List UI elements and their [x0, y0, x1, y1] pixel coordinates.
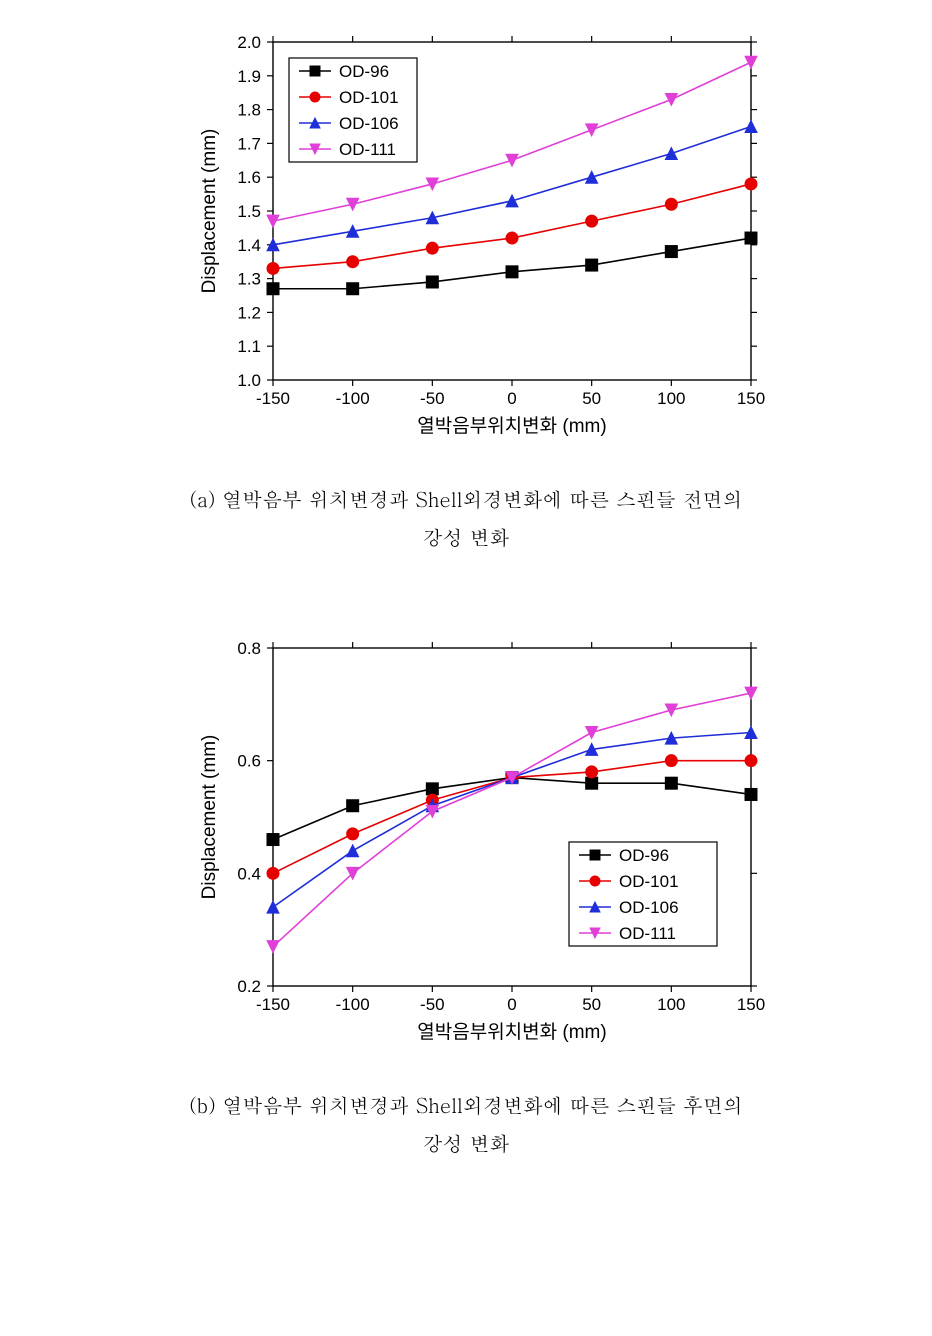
- y-tick-label: 1.6: [237, 168, 261, 187]
- figure-a: -150 -100 -50 0 50 100 150 1.0 1.1 1.2 1.3 1.4 1.5 1.…: [40, 20, 892, 556]
- y-tick-label: 1.1: [237, 337, 261, 356]
- x-tick-label: 50: [582, 995, 601, 1014]
- y-tick-label: 2.0: [237, 33, 261, 52]
- x-tick-label: 150: [737, 995, 765, 1014]
- caption-a: (a) 열박음부 위치변경과 Shell외경변화에 따른 스핀들 전면의강성 변…: [189, 480, 742, 556]
- x-tick-label: -50: [420, 389, 445, 408]
- x-tick-label: -100: [336, 995, 370, 1014]
- legend-label: OD-111: [339, 140, 396, 159]
- x-tick-label: 0: [507, 389, 516, 408]
- y-axis-title: Displacement (mm): [199, 129, 220, 294]
- y-tick-label: 1.5: [237, 202, 261, 221]
- x-tick-label: -100: [336, 389, 370, 408]
- legend-label: OD-111: [619, 924, 676, 943]
- legend-label: OD-96: [339, 62, 389, 81]
- series-line-OD-96: [273, 778, 751, 840]
- legend-label: OD-96: [619, 846, 669, 865]
- y-tick-label: 1.8: [237, 101, 261, 120]
- legend-label: OD-101: [339, 88, 399, 107]
- x-tick-label: 150: [737, 389, 765, 408]
- x-tick-label: 50: [582, 389, 601, 408]
- y-tick-label: 0.2: [237, 977, 261, 996]
- x-tick-label: 0: [507, 995, 516, 1014]
- y-tick-label: 1.4: [237, 236, 261, 255]
- x-axis-title: 열박음부위치변화 (mm): [417, 415, 606, 437]
- y-tick-label: 1.9: [237, 67, 261, 86]
- y-tick-label: 0.6: [237, 752, 261, 771]
- legend-label: OD-101: [619, 872, 679, 891]
- y-tick-label: 0.4: [237, 864, 261, 883]
- legend-label: OD-106: [619, 898, 679, 917]
- figure-b: -150 -100 -50 0 50 100 150 0.2 0.4 0.6 0.8 열박음부위치변화…: [40, 626, 892, 1162]
- y-axis-title: Displacement (mm): [199, 735, 220, 900]
- legend-label: OD-106: [339, 114, 399, 133]
- x-tick-label: 100: [657, 995, 685, 1014]
- chart-a-container: -150 -100 -50 0 50 100 150 1.0 1.1 1.2 1.3 1.4 1.5 1.…: [181, 20, 781, 450]
- chart-a: -150 -100 -50 0 50 100 150 1.0 1.1 1.2 1.3 1.4 1.5 1.…: [181, 20, 781, 450]
- y-tick-label: 1.0: [237, 371, 261, 390]
- chart-b: -150 -100 -50 0 50 100 150 0.2 0.4 0.6 0.8 열박음부위치변화…: [181, 626, 781, 1056]
- y-tick-label: 0.8: [237, 639, 261, 658]
- caption-b: (b) 열박음부 위치변경과 Shell외경변화에 따른 스핀들 후면의강성 변…: [189, 1086, 743, 1162]
- y-tick-label: 1.3: [237, 270, 261, 289]
- y-tick-label: 1.7: [237, 134, 261, 153]
- series-line-OD-96: [273, 238, 751, 289]
- chart-b-container: -150 -100 -50 0 50 100 150 0.2 0.4 0.6 0.8 열박음부위치변화…: [181, 626, 781, 1056]
- x-axis-title: 열박음부위치변화 (mm): [417, 1021, 606, 1043]
- x-tick-label: -150: [256, 389, 290, 408]
- x-tick-label: 100: [657, 389, 685, 408]
- x-tick-label: -150: [256, 995, 290, 1014]
- y-tick-label: 1.2: [237, 303, 261, 322]
- x-tick-label: -50: [420, 995, 445, 1014]
